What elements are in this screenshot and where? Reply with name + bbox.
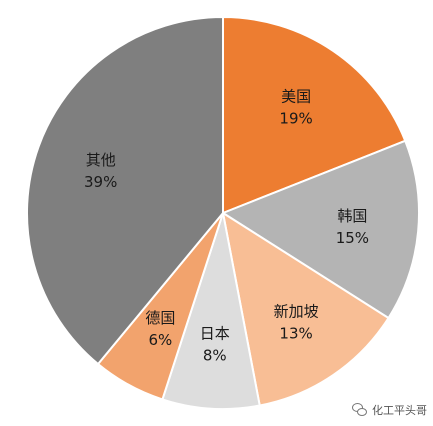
pie-label-value-1: 15% [336,229,369,247]
pie-label-1: 韩国 15% [336,207,369,247]
pie-label-2: 新加坡 13% [274,303,319,343]
pie-slice-0 [222,15,407,215]
pie-labels: 美国 19% 韩国 15% 新加坡 13% 日本 8% 德国 6% 其他 39% [84,88,369,365]
pie-label-4: 德国 6% [145,309,175,349]
pie-slice-3 [161,212,261,410]
pie-label-name-3: 日本 [200,325,230,343]
pie-label-name-0: 美国 [281,88,311,106]
pie-label-name-2: 新加坡 [274,303,319,321]
wechat-icon [352,403,368,417]
pie-slices [25,15,420,410]
pie-label-name-4: 德国 [145,309,175,327]
watermark-text: 化工平头哥 [372,404,427,417]
pie-label-value-4: 6% [149,331,173,349]
pie-slice-1 [220,139,420,320]
pie-label-name-5: 其他 [86,151,116,169]
pie-slice-5 [25,15,224,366]
watermark: 化工平头哥 [352,400,427,420]
pie-label-0: 美国 19% [279,88,312,128]
pie-slice-2 [221,210,390,407]
pie-label-name-1: 韩国 [337,207,367,225]
pie-label-value-0: 19% [279,110,312,128]
pie-label-value-2: 13% [279,325,312,343]
pie-label-5: 其他 39% [84,151,117,191]
pie-label-3: 日本 8% [200,325,230,365]
pie-label-value-3: 8% [203,347,227,365]
pie-label-value-5: 39% [84,173,117,191]
